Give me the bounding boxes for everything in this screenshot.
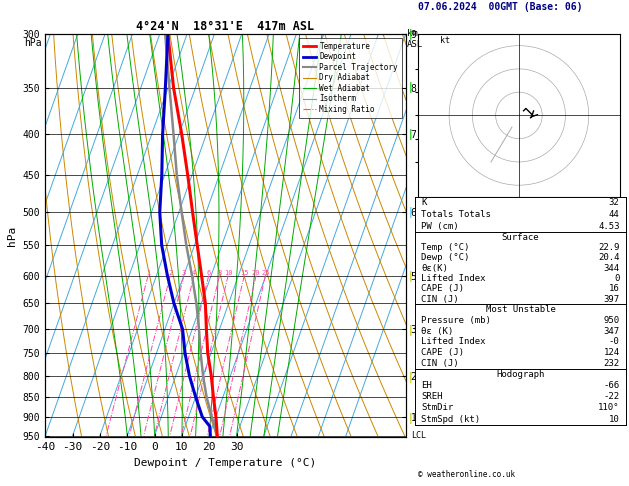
Text: 15: 15 xyxy=(240,270,248,276)
Text: 4.53: 4.53 xyxy=(598,222,620,231)
Text: Surface: Surface xyxy=(502,233,539,242)
Text: PW (cm): PW (cm) xyxy=(421,222,459,231)
Text: |: | xyxy=(408,29,412,39)
Text: 25: 25 xyxy=(261,270,270,276)
Text: -66: -66 xyxy=(603,381,620,390)
Text: EH: EH xyxy=(421,381,432,390)
Text: CAPE (J): CAPE (J) xyxy=(421,348,464,357)
Text: 10: 10 xyxy=(609,415,620,424)
Text: Most Unstable: Most Unstable xyxy=(486,305,555,314)
Text: Lifted Index: Lifted Index xyxy=(421,274,486,283)
Text: 6: 6 xyxy=(206,270,211,276)
Text: θε(K): θε(K) xyxy=(421,264,448,273)
Text: hPa: hPa xyxy=(24,38,42,48)
Text: 950: 950 xyxy=(603,316,620,325)
Text: 110°: 110° xyxy=(598,403,620,413)
Text: Lifted Index: Lifted Index xyxy=(421,337,486,347)
Text: © weatheronline.co.uk: © weatheronline.co.uk xyxy=(418,469,515,479)
Text: 232: 232 xyxy=(603,359,620,368)
Title: 4°24'N  18°31'E  417m ASL: 4°24'N 18°31'E 417m ASL xyxy=(136,20,314,33)
Text: K: K xyxy=(421,198,427,207)
Text: 16: 16 xyxy=(609,284,620,294)
Text: 32: 32 xyxy=(609,198,620,207)
Text: |: | xyxy=(408,325,412,336)
Text: StmSpd (kt): StmSpd (kt) xyxy=(421,415,481,424)
Text: |: | xyxy=(408,271,412,282)
Text: |: | xyxy=(408,208,412,218)
Y-axis label: hPa: hPa xyxy=(8,226,17,246)
Text: 20.4: 20.4 xyxy=(598,254,620,262)
Text: 347: 347 xyxy=(603,327,620,336)
Text: 124: 124 xyxy=(603,348,620,357)
Text: SREH: SREH xyxy=(421,392,443,401)
Text: Totals Totals: Totals Totals xyxy=(421,210,491,219)
Text: θε (K): θε (K) xyxy=(421,327,454,336)
Text: 344: 344 xyxy=(603,264,620,273)
Text: |: | xyxy=(408,413,412,424)
Text: CAPE (J): CAPE (J) xyxy=(421,284,464,294)
Text: 3: 3 xyxy=(182,270,186,276)
Text: 2: 2 xyxy=(168,270,172,276)
Y-axis label: Mixing Ratio (g/kg): Mixing Ratio (g/kg) xyxy=(452,185,461,287)
Text: -22: -22 xyxy=(603,392,620,401)
Text: Hodograph: Hodograph xyxy=(496,370,545,379)
Text: -0: -0 xyxy=(609,337,620,347)
Text: 20: 20 xyxy=(252,270,260,276)
Text: 4: 4 xyxy=(192,270,196,276)
Text: 8: 8 xyxy=(218,270,221,276)
Text: Temp (°C): Temp (°C) xyxy=(421,243,470,252)
Text: CIN (J): CIN (J) xyxy=(421,295,459,304)
Text: StmDir: StmDir xyxy=(421,403,454,413)
Text: 07.06.2024  00GMT (Base: 06): 07.06.2024 00GMT (Base: 06) xyxy=(418,2,583,13)
Text: LCL: LCL xyxy=(411,431,426,440)
Text: CIN (J): CIN (J) xyxy=(421,359,459,368)
Text: 397: 397 xyxy=(603,295,620,304)
Text: kt: kt xyxy=(440,36,450,45)
Text: km
ASL: km ASL xyxy=(407,29,423,49)
Text: 1: 1 xyxy=(146,270,150,276)
Text: 0: 0 xyxy=(614,274,620,283)
Legend: Temperature, Dewpoint, Parcel Trajectory, Dry Adiabat, Wet Adiabat, Isotherm, Mi: Temperature, Dewpoint, Parcel Trajectory… xyxy=(299,38,402,118)
Text: Dewp (°C): Dewp (°C) xyxy=(421,254,470,262)
Text: |: | xyxy=(408,129,412,140)
Text: |: | xyxy=(408,83,412,93)
Text: |: | xyxy=(408,372,412,383)
Text: 10: 10 xyxy=(224,270,232,276)
Text: 22.9: 22.9 xyxy=(598,243,620,252)
Text: 44: 44 xyxy=(609,210,620,219)
Text: Pressure (mb): Pressure (mb) xyxy=(421,316,491,325)
X-axis label: Dewpoint / Temperature (°C): Dewpoint / Temperature (°C) xyxy=(135,458,316,468)
